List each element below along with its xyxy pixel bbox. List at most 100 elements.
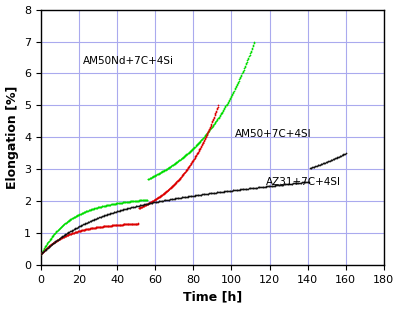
Point — [103, 224, 110, 229]
Point — [150, 174, 156, 179]
Point — [155, 195, 161, 200]
Point — [170, 183, 176, 188]
Point — [332, 156, 338, 161]
Point — [165, 165, 172, 170]
Point — [142, 197, 149, 202]
Point — [265, 184, 271, 189]
Point — [162, 167, 168, 172]
Point — [85, 208, 92, 213]
Point — [62, 221, 69, 226]
Point — [101, 213, 108, 218]
Point — [175, 159, 181, 164]
Point — [80, 228, 86, 233]
Point — [97, 204, 104, 209]
Point — [40, 249, 46, 254]
Point — [172, 161, 178, 166]
Point — [61, 222, 67, 227]
Point — [72, 226, 78, 231]
Point — [143, 197, 150, 202]
Point — [161, 191, 167, 196]
Point — [85, 208, 91, 213]
Point — [125, 222, 132, 226]
Point — [214, 104, 221, 109]
Point — [164, 167, 170, 171]
Point — [105, 212, 111, 217]
Point — [223, 189, 229, 194]
Point — [57, 235, 63, 240]
Point — [164, 188, 171, 193]
Point — [87, 219, 93, 224]
Point — [146, 201, 152, 205]
Point — [41, 246, 47, 251]
Point — [178, 195, 184, 200]
Point — [106, 223, 112, 228]
Point — [186, 164, 192, 169]
Point — [210, 122, 217, 127]
Point — [81, 221, 88, 226]
Point — [116, 222, 122, 227]
Point — [210, 190, 217, 195]
Point — [107, 211, 114, 216]
Point — [226, 188, 233, 193]
Point — [149, 200, 156, 205]
Point — [122, 206, 129, 211]
Point — [212, 120, 218, 125]
Point — [180, 155, 186, 160]
Point — [124, 222, 130, 227]
Point — [92, 225, 99, 230]
Point — [220, 108, 226, 112]
Point — [69, 231, 76, 235]
Point — [54, 238, 60, 243]
Point — [77, 228, 83, 233]
Point — [231, 188, 238, 193]
Point — [220, 189, 227, 194]
Point — [71, 215, 77, 220]
Point — [86, 226, 92, 231]
Point — [158, 193, 164, 198]
Point — [129, 199, 136, 204]
Point — [276, 183, 282, 188]
Point — [96, 225, 102, 230]
Point — [217, 189, 224, 194]
Point — [280, 182, 286, 187]
Point — [145, 201, 151, 206]
Point — [134, 221, 140, 226]
Point — [150, 198, 156, 203]
Point — [49, 241, 56, 246]
Point — [181, 195, 188, 200]
Point — [298, 180, 305, 185]
Point — [216, 190, 223, 195]
Point — [198, 192, 204, 197]
Point — [148, 200, 155, 205]
Point — [192, 144, 198, 149]
Point — [118, 222, 124, 227]
Point — [43, 246, 50, 251]
Point — [245, 186, 251, 191]
Point — [321, 160, 328, 165]
Point — [66, 218, 72, 223]
Point — [194, 150, 201, 155]
Point — [64, 231, 71, 235]
Point — [273, 183, 280, 188]
Point — [167, 164, 174, 169]
Point — [185, 150, 192, 155]
Point — [64, 233, 70, 238]
Point — [234, 80, 241, 85]
Point — [201, 137, 208, 142]
Point — [205, 191, 212, 196]
Point — [110, 223, 116, 228]
Point — [220, 108, 226, 113]
Point — [177, 195, 183, 200]
Point — [202, 136, 208, 141]
Point — [156, 195, 162, 200]
Point — [118, 208, 124, 213]
Point — [140, 204, 146, 209]
Point — [215, 116, 221, 121]
Point — [118, 200, 124, 205]
Point — [67, 231, 74, 236]
Point — [97, 214, 104, 219]
Point — [104, 223, 111, 228]
Point — [94, 225, 100, 230]
Point — [225, 99, 231, 104]
Point — [54, 228, 61, 233]
